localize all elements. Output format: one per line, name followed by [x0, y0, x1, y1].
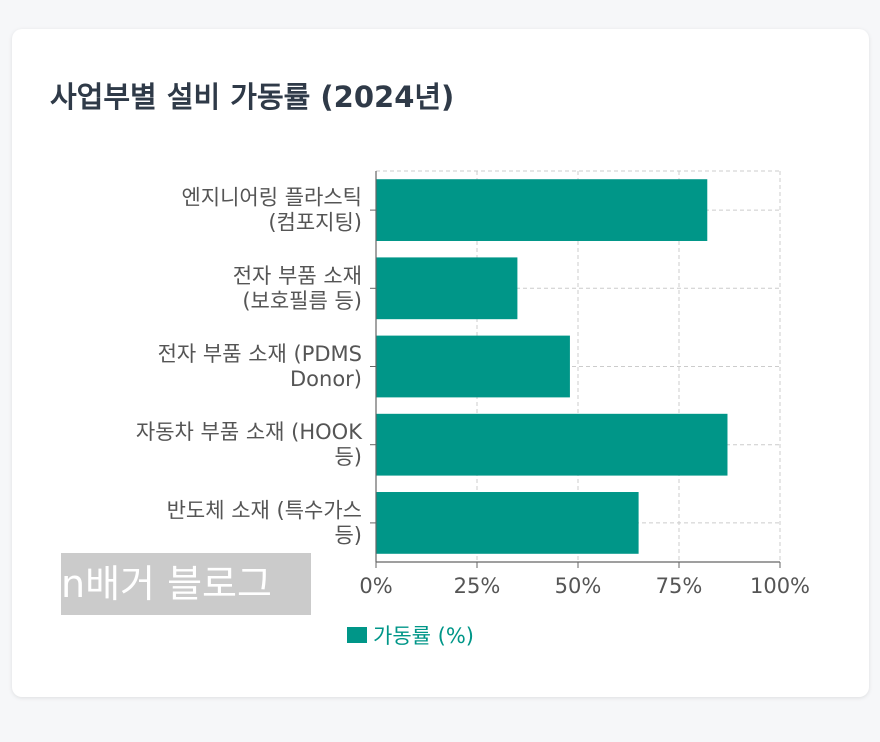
bar [376, 492, 639, 554]
category-label-line: 등) [334, 523, 362, 547]
category-label: 전자 부품 소재 (PDMS Donor) [158, 342, 362, 391]
x-tick-labels: 0% 25% 50% 75% 100% [359, 574, 810, 598]
category-label-line: (컴포지팅) [268, 211, 362, 235]
category-label-line: 등) [334, 445, 362, 469]
bar [376, 413, 728, 476]
bar [376, 179, 708, 241]
x-tick-label: 50% [555, 574, 602, 598]
bar [376, 335, 570, 398]
watermark: n배거 블로그 [61, 553, 311, 615]
x-tick-label: 75% [656, 574, 703, 598]
bar [376, 257, 518, 320]
category-label-line: 반도체 소재 (특수가스 [167, 498, 362, 522]
bars [376, 179, 728, 554]
category-label: 전자 부품 소재 (보호필름 등) [233, 264, 362, 313]
x-tick-label: 0% [359, 574, 392, 598]
legend-label: 가동률 (%) [373, 624, 474, 648]
category-label-line: 엔지니어링 플라스틱 [181, 186, 362, 210]
axes [370, 171, 781, 568]
category-label-line: 전자 부품 소재 (PDMS [158, 342, 362, 366]
chart-title: 사업부별 설비 가동률 (2024년) [50, 80, 455, 114]
category-label: 자동차 부품 소재 (HOOK 등) [136, 420, 363, 469]
legend[interactable]: 가동률 (%) [347, 620, 474, 650]
category-labels: 엔지니어링 플라스틱 (컴포지팅)전자 부품 소재 (보호필름 등)전자 부품 소재… [136, 186, 363, 548]
legend-swatch [347, 627, 367, 643]
category-label-line: (보호필름 등) [242, 289, 362, 313]
category-label: 반도체 소재 (특수가스 등) [167, 498, 362, 547]
category-label-line: Donor) [290, 367, 362, 391]
category-label-line: 전자 부품 소재 [233, 264, 362, 288]
category-label-line: 자동차 부품 소재 (HOOK [136, 420, 363, 444]
category-label: 엔지니어링 플라스틱 (컴포지팅) [181, 186, 362, 235]
x-tick-label: 25% [454, 574, 501, 598]
x-tick-label: 100% [750, 574, 810, 598]
